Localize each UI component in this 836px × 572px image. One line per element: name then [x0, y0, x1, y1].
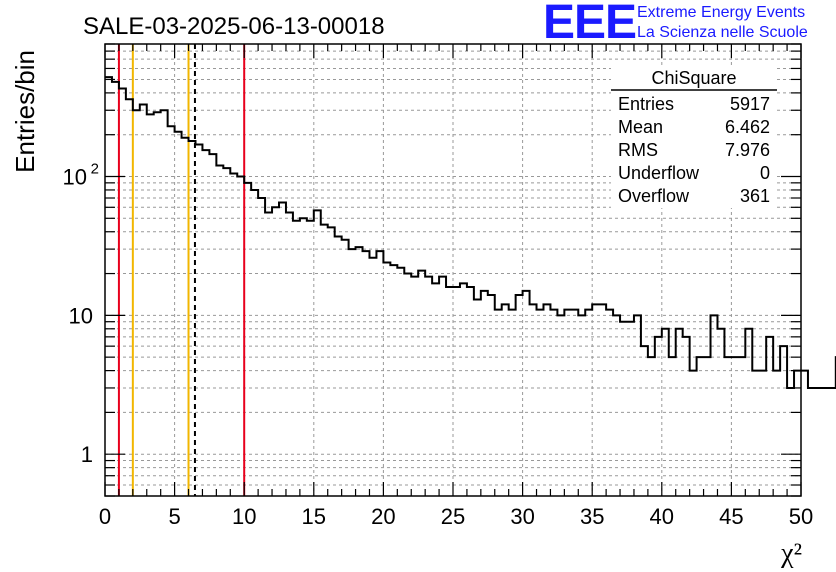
x-tick-label: 0 [99, 504, 111, 529]
stats-label: Entries [618, 94, 674, 114]
x-tick-label: 5 [168, 504, 180, 529]
stats-label: Overflow [618, 186, 690, 206]
x-tick-label: 30 [510, 504, 534, 529]
eee-logo: EEE [543, 0, 637, 49]
x-tick-label: 10 [232, 504, 256, 529]
logo-line-2: La Scienza nelle Scuole [637, 24, 808, 41]
x-tick-label: 40 [650, 504, 674, 529]
stats-value: 6.462 [725, 117, 770, 137]
stats-value: 7.976 [725, 140, 770, 160]
stats-label: Mean [618, 117, 663, 137]
histogram-step-line [105, 76, 836, 389]
axis-ticks [104, 43, 802, 497]
y-tick-label: 10 [63, 164, 87, 189]
grid-lines [105, 43, 801, 497]
y-tick-label-exponent: 2 [91, 160, 99, 177]
logo-line-1: Extreme Energy Events [637, 4, 806, 21]
stats-label: Underflow [618, 163, 700, 183]
y-axis-label: Entries/bin [10, 50, 40, 173]
stats-value: 361 [740, 186, 770, 206]
y-tick-label: 1 [81, 442, 93, 467]
stats-value: 5917 [730, 94, 770, 114]
stats-value: 0 [760, 163, 770, 183]
x-tick-label: 50 [789, 504, 813, 529]
x-axis-label: χ² [780, 538, 802, 569]
stats-box: ChiSquare Entries 5917 Mean 6.462 RMS 7.976 Und… [611, 66, 777, 208]
x-tick-label: 15 [302, 504, 326, 529]
stats-title: ChiSquare [651, 68, 736, 88]
x-tick-label: 25 [441, 504, 465, 529]
reference-lines [117, 44, 246, 496]
y-tick-label: 10 [69, 303, 93, 328]
x-tick-label: 45 [719, 504, 743, 529]
stats-label: RMS [618, 140, 658, 160]
x-tick-label: 20 [371, 504, 395, 529]
x-tick-label: 35 [580, 504, 604, 529]
chart-title: SALE-03-2025-06-13-00018 [83, 13, 385, 40]
